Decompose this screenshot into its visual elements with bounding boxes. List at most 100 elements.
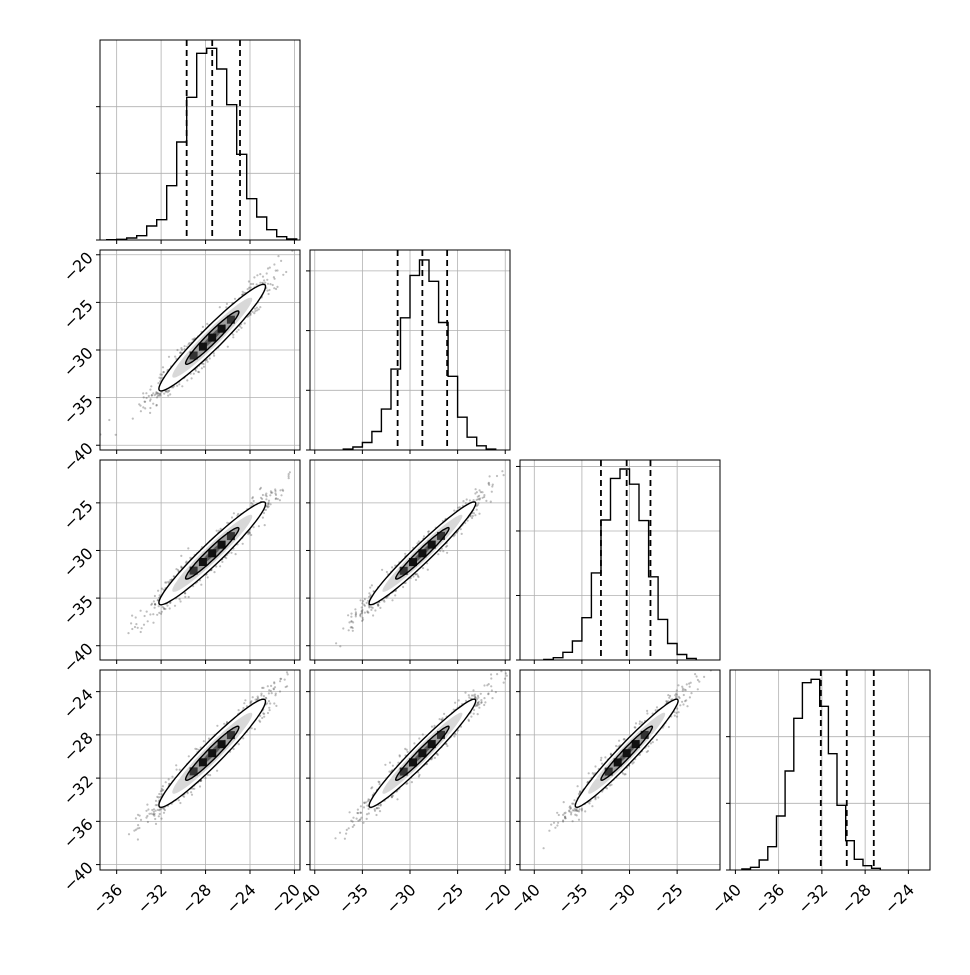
sample-point [159,808,161,810]
sample-point [427,569,429,571]
sample-point [364,598,366,600]
sample-point [473,499,475,501]
sample-point [253,526,255,528]
sample-point [165,781,167,783]
density-core-cell [218,325,226,333]
sample-point [190,791,192,793]
sample-point [465,502,467,504]
sample-point [154,604,156,606]
sample-point [275,498,277,500]
sample-point [220,528,222,530]
sample-point [427,531,429,533]
sample-point [149,412,151,414]
sample-point [370,609,372,611]
sample-point [207,576,209,578]
sample-point [137,627,139,629]
sample-point [488,482,490,484]
sample-point [108,419,110,421]
sample-point [171,776,173,778]
sample-point [490,685,492,687]
sample-point [391,599,393,601]
sample-point [474,514,476,516]
sample-point [256,309,258,311]
sample-point [166,605,168,607]
sample-point [191,377,193,379]
sample-point [313,240,315,242]
sample-point [384,764,386,766]
sample-point [157,590,159,592]
sample-point [236,331,238,333]
sample-point [186,379,188,381]
sample-point [253,312,255,314]
sample-point [146,815,148,817]
sample-point [282,274,284,276]
sample-point [235,553,237,555]
sample-point [476,509,478,511]
sample-point [154,818,156,820]
sample-point [256,283,258,285]
sample-point [270,490,272,492]
sample-point [231,516,233,518]
sample-point [164,809,166,811]
sample-point [159,393,161,395]
sample-point [162,371,164,373]
scatter-panel-3-0 [96,668,300,874]
sample-point [254,728,256,730]
sample-point [379,607,381,609]
sample-point [179,802,181,804]
sample-point [163,607,165,609]
sample-point [348,629,350,631]
sample-point [206,323,208,325]
sample-point [348,621,350,623]
sample-point [187,792,189,794]
histogram-panel-2 [516,460,720,664]
sample-point [268,700,270,702]
sample-point [289,471,291,473]
sample-point [489,475,491,477]
sample-point [485,500,487,502]
sample-point [362,600,364,602]
sample-point [174,356,176,358]
sample-point [366,602,368,604]
sample-point [252,496,254,498]
sample-point [161,374,163,376]
sample-point [230,552,232,554]
sample-point [152,392,154,394]
sample-point [453,510,455,512]
sample-point [350,616,352,618]
sample-point [187,547,189,549]
sample-point [180,566,182,568]
scatter-panel-2-0 [96,460,300,664]
sample-point [386,571,388,573]
sample-point [242,737,244,739]
sample-point [250,283,252,285]
sample-point [269,709,271,711]
sample-point [275,705,277,707]
sample-point [131,628,133,630]
sample-point [223,723,225,725]
sample-point [374,609,376,611]
sample-point [267,267,269,269]
sample-point [161,611,163,613]
sample-point [379,783,381,785]
sample-point [244,699,246,701]
sample-point [462,500,464,502]
sample-point [216,725,218,727]
sample-point [179,769,181,771]
sample-point [165,581,167,583]
sample-point [461,533,463,535]
sample-point [138,403,140,405]
sample-point [191,794,193,796]
sample-point [179,598,181,600]
sample-point [163,393,165,395]
sample-point [360,599,362,601]
sample-point [193,788,195,790]
sample-point [288,475,290,477]
scatter-panel-1-0 [96,233,318,455]
sample-point [483,494,485,496]
sample-point [135,623,137,625]
sample-point [144,401,146,403]
sample-point [362,822,364,824]
sample-point [269,283,271,285]
